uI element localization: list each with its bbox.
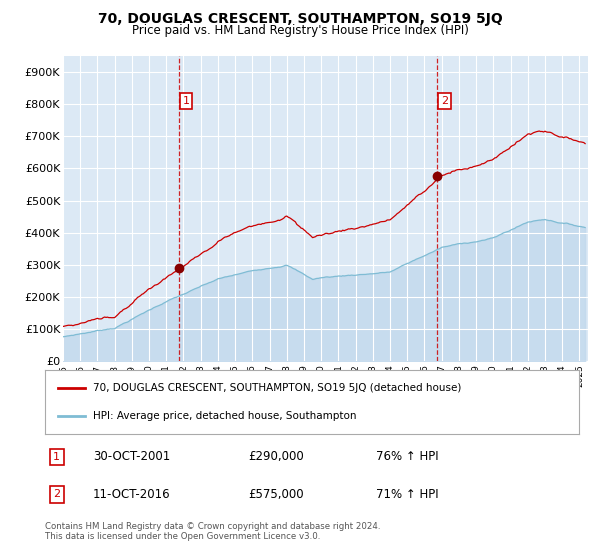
Text: 2: 2 xyxy=(441,96,448,106)
Text: 2: 2 xyxy=(53,489,61,500)
Text: 30-OCT-2001: 30-OCT-2001 xyxy=(93,450,170,463)
Text: £575,000: £575,000 xyxy=(248,488,304,501)
Text: 1: 1 xyxy=(182,96,190,106)
Text: 71% ↑ HPI: 71% ↑ HPI xyxy=(376,488,439,501)
Text: 70, DOUGLAS CRESCENT, SOUTHAMPTON, SO19 5JQ: 70, DOUGLAS CRESCENT, SOUTHAMPTON, SO19 … xyxy=(98,12,502,26)
Text: 11-OCT-2016: 11-OCT-2016 xyxy=(93,488,170,501)
Text: Price paid vs. HM Land Registry's House Price Index (HPI): Price paid vs. HM Land Registry's House … xyxy=(131,24,469,37)
Text: 1: 1 xyxy=(53,452,60,462)
Text: Contains HM Land Registry data © Crown copyright and database right 2024.
This d: Contains HM Land Registry data © Crown c… xyxy=(45,522,380,542)
Text: HPI: Average price, detached house, Southampton: HPI: Average price, detached house, Sout… xyxy=(93,411,356,421)
Text: £290,000: £290,000 xyxy=(248,450,304,463)
Text: 70, DOUGLAS CRESCENT, SOUTHAMPTON, SO19 5JQ (detached house): 70, DOUGLAS CRESCENT, SOUTHAMPTON, SO19 … xyxy=(93,382,461,393)
Text: 76% ↑ HPI: 76% ↑ HPI xyxy=(376,450,439,463)
